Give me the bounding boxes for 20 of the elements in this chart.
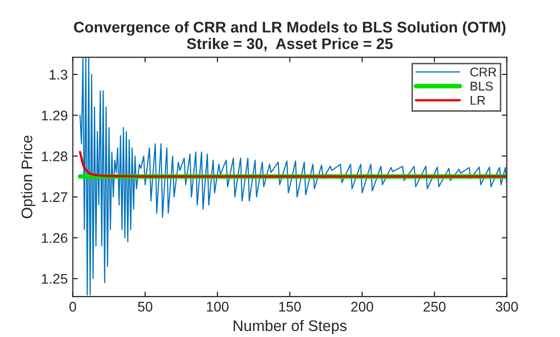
x-tick-label: 200 bbox=[351, 302, 374, 312]
legend-label: CRR bbox=[470, 68, 496, 76]
y-tick-label: 1.25 bbox=[42, 274, 68, 284]
x-tick-label: 150 bbox=[279, 302, 301, 312]
y-tick-label: 1.3 bbox=[50, 70, 68, 80]
x-axis-title: Number of Steps bbox=[234, 320, 347, 334]
legend-label: LR bbox=[470, 96, 486, 105]
x-tick-label: 250 bbox=[424, 302, 446, 312]
legend-label: BLS bbox=[470, 82, 493, 91]
y-tick-label: 1.28 bbox=[42, 151, 68, 162]
line-series bbox=[78, 150, 507, 178]
x-tick-label: 300 bbox=[496, 302, 518, 312]
x-tick-label: 50 bbox=[138, 302, 152, 312]
chart-title: Convergence of CRR and LR Models to BLS Solution (OTM) Strike = 30, Asset Price = 25 bbox=[74, 21, 506, 52]
y-tick-label: 1.29 bbox=[42, 110, 68, 120]
y-axis-title: Option Price bbox=[21, 136, 36, 218]
x-tick-label: 100 bbox=[206, 302, 229, 312]
y-tick-label: 1.27 bbox=[42, 192, 68, 202]
y-tick-label: 1.26 bbox=[42, 233, 68, 243]
x-tick-label: 0 bbox=[69, 302, 76, 312]
